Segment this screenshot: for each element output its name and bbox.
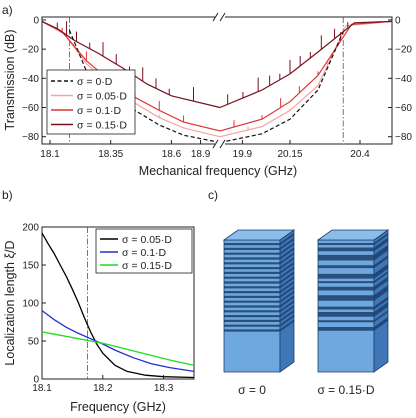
panel-a-y-tick-label-right: 0 (395, 15, 401, 26)
panel-a-label: a) (2, 3, 13, 17)
stack-layer (224, 309, 294, 322)
panel-b-y-tick-label: 200 (22, 223, 39, 234)
panel-c-label: c) (208, 188, 218, 202)
stack-layer (224, 295, 294, 308)
panel-a-x-tick-label: 18.35 (98, 149, 123, 160)
stack-layer (224, 290, 294, 303)
stack-layer (318, 317, 388, 331)
panel-b: b) 18.1 18.2 18.3 0 50 100 150 200 Localization… (2, 188, 195, 414)
panel-a-y-tick-label: −60 (22, 103, 39, 114)
legend-label-1: σ = 0.05·D (77, 91, 127, 103)
superlattice-stack-ordered (222, 229, 296, 373)
stack-layer (224, 276, 294, 289)
stack-layer (318, 271, 388, 284)
series-line-0 (219, 31, 344, 144)
legend-label-0: σ = 0·D (77, 76, 113, 88)
panel-b-legend-label-2: σ = 0.15·D (122, 260, 172, 272)
panel-a-x-tick-label: 18.9 (191, 149, 211, 160)
panel-b-legend: σ = 0.05·Dσ = 0.1·Dσ = 0.15·D (95, 228, 193, 274)
stack-layer (224, 242, 294, 255)
panel-a-y-tick-label-right: −80 (395, 132, 412, 143)
panel-a: a) 18.1 18.35 18.6 18.9 19.9 20.15 20.4 0 0 −20 −2… (2, 3, 412, 178)
panel-b-x-tick-label: 18.2 (93, 383, 113, 394)
stack-layer (318, 233, 388, 245)
panel-b-series-2 (42, 331, 194, 366)
panel-b-legend-label-1: σ = 0.1·D (122, 247, 167, 259)
panel-b-x-tick-label: 18.1 (32, 383, 52, 394)
stack-layer (318, 296, 388, 310)
stack-layer (224, 300, 294, 313)
series-line-1 (219, 20, 392, 138)
legend-label-2: σ = 0.1·D (77, 105, 122, 117)
stack-layer (318, 285, 388, 301)
stack-layer (318, 263, 388, 279)
panel-a-y-tick-label-right: −20 (395, 45, 412, 56)
panel-c: c) σ = 0 σ = 0.15·D (208, 188, 390, 397)
panel-a-y-tick-label: −20 (22, 45, 39, 56)
panel-a-x-axis-label: Mechanical frequency (GHz) (139, 164, 297, 178)
panel-b-label: b) (2, 188, 13, 202)
axis-break-mark (212, 12, 226, 149)
panel-a-y-tick-label: −40 (22, 74, 39, 85)
stack-layer (224, 252, 294, 265)
series-line-3 (219, 20, 392, 109)
panel-a-x-tick-label: 20.4 (350, 149, 370, 160)
stack-layer (224, 237, 294, 250)
stack-layer (318, 237, 388, 252)
stack-layer (224, 305, 294, 318)
panel-b-x-axis-label: Frequency (GHz) (70, 400, 166, 414)
stack-layer (318, 302, 388, 317)
stack-layer (224, 266, 294, 279)
panel-a-x-tick-label: 18.6 (162, 149, 182, 160)
panel-b-y-axis-label: Localization length ξ/D (3, 240, 17, 365)
panel-a-y-tick-label-right: −60 (395, 103, 412, 114)
panel-a-y-axis-label: Transmission (dB) (3, 30, 17, 131)
stack-layer (224, 314, 294, 327)
series-line-3 (42, 20, 221, 109)
stack-right-caption: σ = 0.15·D (317, 383, 374, 397)
stack-layer (224, 261, 294, 274)
panel-b-y-tick-label: 100 (22, 299, 39, 310)
panel-b-y-tick-label: 0 (33, 375, 39, 386)
stack-left-caption: σ = 0 (238, 383, 266, 397)
panel-b-y-tick-label: 150 (22, 261, 39, 272)
panel-b-legend-label-0: σ = 0.05·D (122, 234, 172, 246)
stack-layer (318, 255, 388, 269)
panel-a-x-tick-label: 18.1 (40, 149, 60, 160)
panel-a-legend: σ = 0·D σ = 0.05·D σ = 0.1·D σ = 0.15·D (46, 69, 136, 135)
panel-b-y-tick-label: 50 (28, 337, 40, 348)
panel-a-x-tick-label: 20.15 (277, 149, 302, 160)
stack-layer (224, 319, 294, 332)
legend-label-3: σ = 0.15·D (77, 120, 127, 132)
panel-b-x-tick-label: 18.3 (154, 383, 174, 394)
panel-a-legend-box (46, 69, 136, 135)
stack-top-face (222, 229, 296, 241)
panel-a-y-tick-label: −80 (22, 132, 39, 143)
stack-layer (224, 247, 294, 260)
panel-a-y-tick-label: 0 (33, 15, 39, 26)
panel-a-x-tick-label: 19.9 (233, 149, 253, 160)
stack-layer (318, 310, 388, 323)
stack-top-face (316, 229, 390, 241)
stack-layer (318, 244, 388, 261)
superlattice-stack-disordered (316, 229, 390, 373)
stack-layer (224, 285, 294, 298)
stack-layer (224, 271, 294, 284)
series-line-2 (219, 20, 392, 132)
stack-layer (224, 233, 294, 246)
panel-b-series-1 (42, 310, 194, 373)
stack-layer (224, 257, 294, 270)
stack-layer (224, 281, 294, 294)
panel-b-series-0 (42, 232, 194, 379)
stack-layer (318, 276, 388, 291)
panel-a-y-tick-label-right: −40 (395, 74, 412, 85)
